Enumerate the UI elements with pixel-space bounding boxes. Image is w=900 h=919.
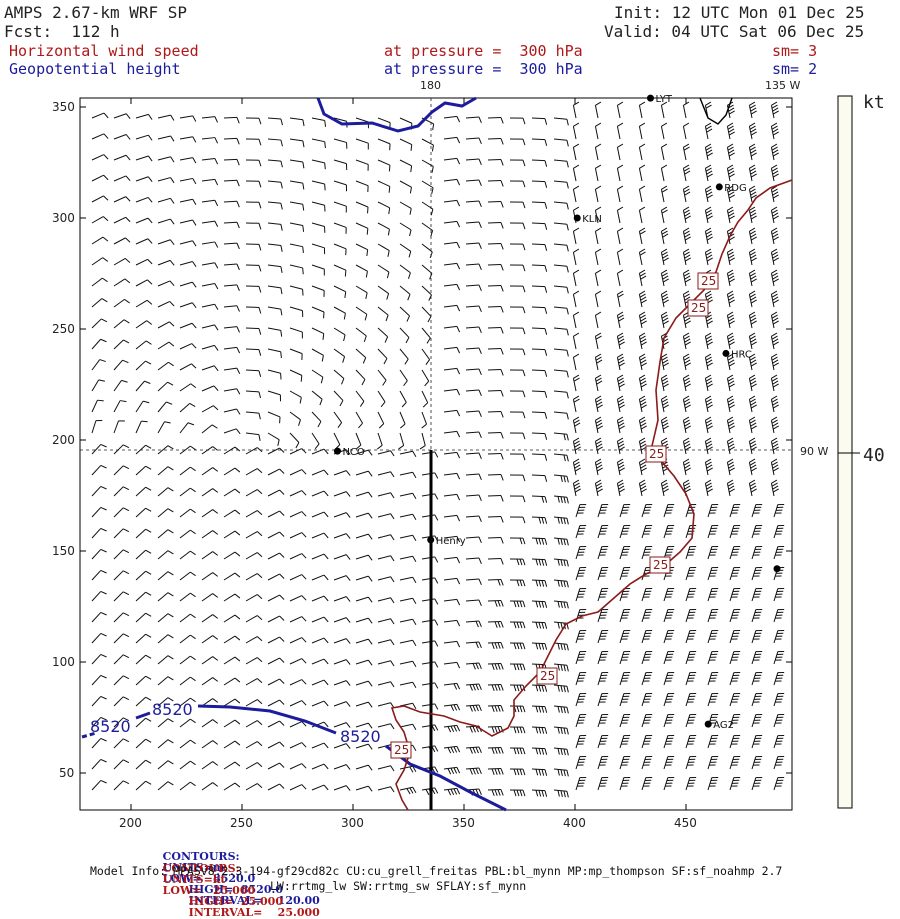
speed-contour-label: 25	[649, 447, 664, 461]
station-label: LYT	[655, 94, 672, 105]
colorbar-unit: kt	[863, 92, 885, 113]
height-contour-label: 8520	[90, 717, 131, 736]
station-marker	[334, 448, 341, 455]
interval-label: INTERVAL= 25.000	[189, 906, 320, 919]
colorbar-value: 40	[863, 445, 885, 466]
speed-contour-label: 25	[701, 274, 716, 288]
station-marker	[705, 721, 712, 728]
speed-contour-label: 25	[540, 669, 555, 683]
speed-contour-label: 25	[653, 558, 668, 572]
station-marker	[574, 215, 581, 222]
station-marker	[427, 536, 434, 543]
station-label: RDG	[724, 183, 746, 194]
station-label: HRC	[731, 349, 752, 360]
speed-contour-label: 25	[394, 743, 409, 757]
station-marker	[774, 565, 781, 572]
station-label: KLN	[582, 214, 602, 225]
station-label: NCO	[342, 447, 364, 458]
station-marker	[716, 183, 723, 190]
height-contour-label: 8520	[152, 700, 193, 719]
model-info: Model Info: MPASv8.2.3-194-gf29cd82c CU:…	[90, 866, 782, 878]
station-marker	[647, 95, 654, 102]
colorbar	[838, 96, 852, 808]
map-canvas: 8520 8520 8520 25 25 25 25 25 25 LYT RDG K…	[0, 0, 900, 900]
speed-contour-label: 25	[691, 301, 706, 315]
station-label: Henry	[436, 536, 466, 547]
height-contour-label: 8520	[340, 727, 381, 746]
model-info-2: LW:rrtmg_lw SW:rrtmg_sw SFLAY:sf_mynn	[270, 881, 526, 893]
station-label: AG2	[713, 720, 734, 731]
station-marker	[722, 350, 729, 357]
